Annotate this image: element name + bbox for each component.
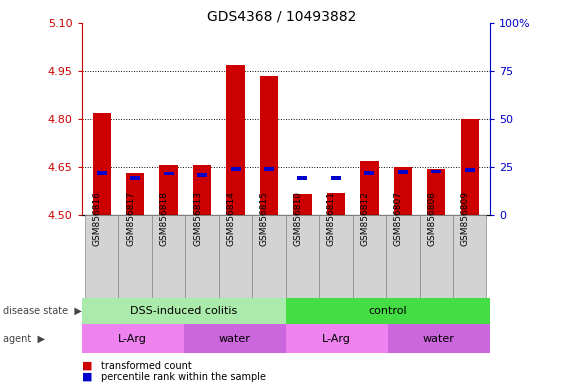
- Bar: [252, 215, 286, 298]
- Bar: [197, 173, 207, 177]
- Bar: [352, 215, 386, 298]
- Bar: [319, 215, 352, 298]
- Bar: [297, 176, 307, 180]
- Bar: [388, 324, 490, 353]
- Bar: [193, 166, 211, 215]
- Bar: [453, 215, 486, 298]
- Bar: [364, 171, 374, 175]
- Bar: [386, 215, 419, 298]
- Bar: [130, 176, 140, 180]
- Bar: [431, 170, 441, 174]
- Text: GSM856816: GSM856816: [93, 191, 102, 246]
- Text: water: water: [423, 334, 455, 344]
- Bar: [394, 167, 412, 215]
- Bar: [285, 324, 388, 353]
- Bar: [82, 324, 184, 353]
- Text: GSM856813: GSM856813: [193, 191, 202, 246]
- Text: transformed count: transformed count: [101, 361, 192, 371]
- Bar: [118, 215, 152, 298]
- Text: control: control: [368, 306, 407, 316]
- Text: GSM856815: GSM856815: [260, 191, 269, 246]
- Bar: [82, 298, 285, 324]
- Text: percentile rank within the sample: percentile rank within the sample: [101, 372, 266, 382]
- Bar: [159, 166, 178, 215]
- Text: GSM856818: GSM856818: [160, 191, 169, 246]
- Text: GSM856811: GSM856811: [327, 191, 336, 246]
- Bar: [230, 167, 240, 170]
- Text: L-Arg: L-Arg: [118, 334, 147, 344]
- Bar: [327, 193, 345, 215]
- Text: DSS-induced colitis: DSS-induced colitis: [130, 306, 237, 316]
- Text: GDS4368 / 10493882: GDS4368 / 10493882: [207, 10, 356, 23]
- Text: GSM856814: GSM856814: [226, 191, 235, 246]
- Bar: [427, 169, 445, 215]
- Bar: [126, 174, 144, 215]
- Bar: [85, 215, 118, 298]
- Text: ■: ■: [82, 372, 92, 382]
- Bar: [360, 161, 378, 215]
- Bar: [164, 172, 173, 175]
- Text: GSM856810: GSM856810: [293, 191, 302, 246]
- Text: GSM856809: GSM856809: [461, 191, 470, 246]
- Bar: [226, 65, 245, 215]
- Bar: [419, 215, 453, 298]
- Text: agent  ▶: agent ▶: [3, 334, 45, 344]
- Bar: [293, 194, 312, 215]
- Bar: [97, 171, 107, 175]
- Bar: [464, 168, 475, 172]
- Text: L-Arg: L-Arg: [322, 334, 351, 344]
- Bar: [152, 215, 185, 298]
- Bar: [185, 215, 219, 298]
- Bar: [219, 215, 252, 298]
- Bar: [398, 170, 408, 174]
- Bar: [184, 324, 285, 353]
- Text: water: water: [219, 334, 251, 344]
- Text: GSM856817: GSM856817: [126, 191, 135, 246]
- Text: GSM856812: GSM856812: [360, 191, 369, 246]
- Text: disease state  ▶: disease state ▶: [3, 306, 82, 316]
- Bar: [260, 76, 278, 215]
- Bar: [264, 167, 274, 170]
- Bar: [461, 119, 479, 215]
- Bar: [285, 298, 490, 324]
- Bar: [331, 176, 341, 180]
- Text: GSM856807: GSM856807: [394, 191, 403, 246]
- Text: GSM856808: GSM856808: [427, 191, 436, 246]
- Bar: [92, 113, 111, 215]
- Bar: [286, 215, 319, 298]
- Text: ■: ■: [82, 361, 92, 371]
